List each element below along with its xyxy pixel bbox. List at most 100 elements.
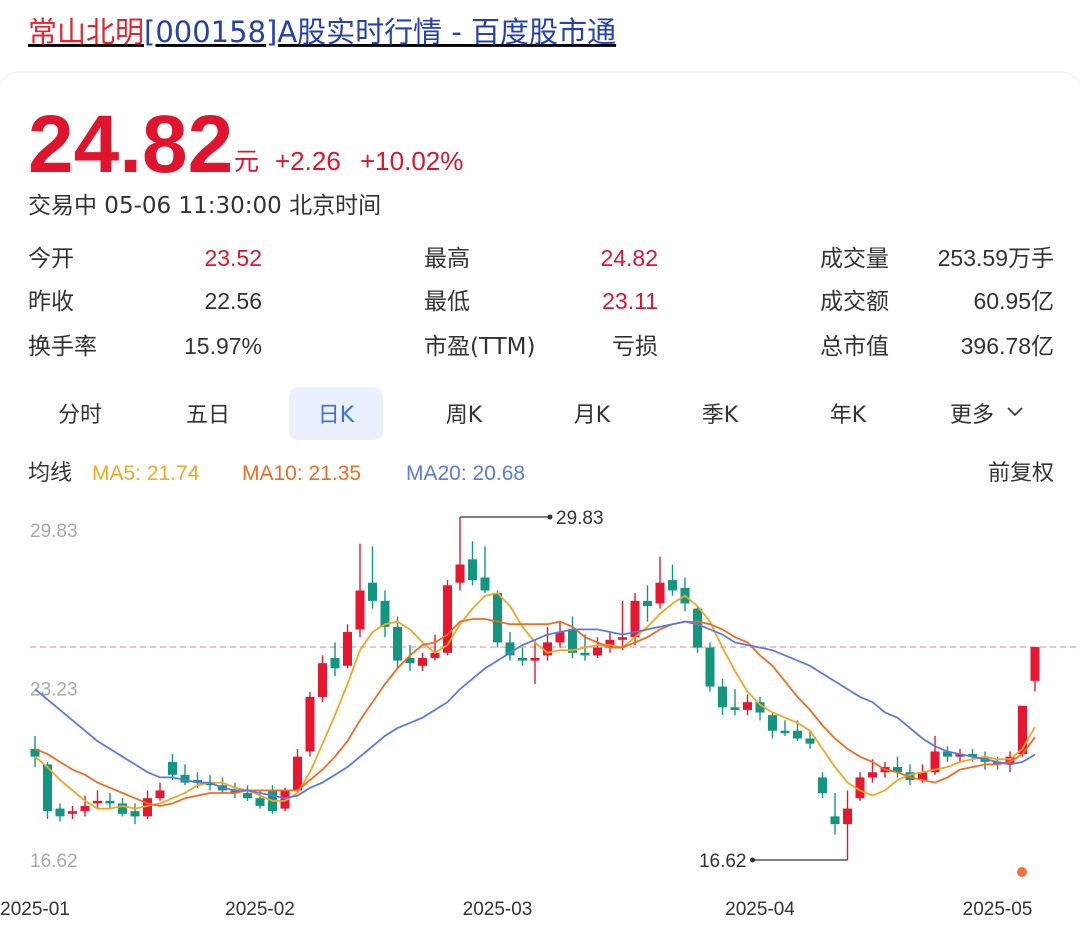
candle-body [530, 657, 540, 661]
candle-body [343, 632, 352, 666]
stat-value: 23.52 [204, 245, 262, 271]
x-tick-label: 2025-01 [0, 899, 70, 920]
candle-body [780, 730, 790, 734]
tab[interactable]: 分时 [58, 403, 102, 428]
price-unit: 元 [234, 147, 259, 176]
period-tabs: 分时 五日 日K 周K 月K 季K 年K 更多 [58, 387, 994, 440]
candle-body [793, 730, 802, 739]
candle-body [418, 657, 427, 666]
x-tick-label: 2025-05 [963, 899, 1033, 920]
candle-body [855, 777, 865, 799]
candle-body [280, 790, 290, 809]
candle-body [580, 652, 590, 656]
candle-body [355, 590, 365, 630]
candle-body [293, 756, 302, 791]
stat-value: 22.56 [204, 288, 262, 314]
ma-line [34, 620, 1036, 800]
stat-label: 今开 [28, 246, 74, 272]
extreme-dot [750, 857, 755, 863]
candle-body [43, 764, 52, 812]
candle-body [643, 600, 652, 607]
candle-body [468, 559, 477, 581]
candle-body [593, 647, 602, 656]
candle-body [180, 774, 190, 783]
legend: MA5: 21.74 MA10: 21.35 MA20: 20.68 [92, 462, 525, 485]
candle-body [518, 657, 527, 661]
ma-line [34, 618, 1036, 807]
more-chevron[interactable] [1007, 407, 1023, 417]
adjust-mode[interactable]: 前复权 [988, 461, 1054, 486]
candle-body [330, 657, 340, 669]
candle-body [480, 577, 490, 591]
tab-selected-bg[interactable] [289, 387, 383, 440]
candle-body [168, 761, 177, 775]
tab[interactable]: 月K [574, 403, 611, 428]
stat-value: 15.97% [184, 333, 262, 359]
candle-body [630, 600, 640, 638]
candle-body [555, 632, 565, 643]
stat-value: 60.95亿 [973, 288, 1054, 314]
candle-body [130, 811, 140, 817]
candle-body [893, 767, 902, 773]
legend-entry[interactable]: MA10: 21.35 [242, 462, 361, 485]
candle-body [693, 608, 702, 648]
legend-entry[interactable]: MA5: 21.74 [92, 462, 200, 485]
candle-body [205, 782, 215, 786]
tab[interactable]: 更多 [950, 403, 994, 428]
candle-body [443, 585, 452, 653]
candle-body [30, 748, 40, 757]
page-title[interactable]: 常山北明[000158]A股实时行情 - 百度股市通 [28, 15, 616, 49]
candle-body [730, 707, 740, 710]
price-change-pct: +10.02% [360, 146, 463, 176]
title-rest[interactable]: [000158]A股实时行情 - 百度股市通 [144, 15, 616, 49]
stat-label: 换手率 [28, 334, 97, 360]
stat-label: 市盈(TTM) [424, 334, 536, 360]
candle-body [255, 798, 265, 806]
candle-body [55, 808, 65, 817]
candle-body [305, 696, 315, 752]
candle-body [955, 754, 965, 757]
candle-body [230, 790, 240, 794]
tab[interactable]: 日K [318, 403, 355, 428]
candle-body [193, 780, 202, 783]
candle-body [568, 629, 577, 653]
y-tick-label: 16.62 [30, 851, 78, 872]
candle-body [105, 800, 115, 804]
candle-body [118, 803, 127, 814]
candle-body [668, 580, 677, 591]
candle-body [1018, 705, 1027, 755]
candle-body [705, 647, 715, 687]
extreme-label: 29.83 [556, 508, 604, 529]
candle-body [1030, 647, 1040, 681]
candle-body [93, 800, 102, 804]
stat-value: 23.11 [602, 288, 658, 314]
candle-body [68, 811, 77, 814]
stat-label: 成交量 [820, 246, 889, 272]
stat-label: 最高 [424, 246, 470, 272]
candle-body [968, 754, 977, 757]
stat-value: 24.82 [600, 245, 658, 271]
price: 24.82 [28, 99, 233, 190]
stat-label: 昨收 [28, 289, 74, 315]
event-dot[interactable] [1017, 867, 1027, 877]
tab[interactable]: 五日 [186, 403, 230, 428]
stat-value: 396.78亿 [961, 333, 1054, 359]
trade-status: 交易中 05-06 11:30:00 北京时间 [28, 193, 381, 219]
candle-body [543, 642, 552, 656]
y-tick-label: 29.83 [30, 521, 78, 542]
candle-body [805, 738, 815, 744]
stat-value: 253.59万手 [938, 245, 1054, 271]
tab[interactable]: 年K [830, 403, 867, 428]
candle-body [718, 686, 727, 708]
legend-entry[interactable]: MA20: 20.68 [406, 462, 525, 485]
tab[interactable]: 周K [446, 403, 483, 428]
extreme-label: 16.62 [699, 851, 747, 872]
stat-value: 亏损 [612, 333, 658, 359]
candle-body [155, 790, 165, 799]
title-name[interactable]: 常山北明 [28, 15, 144, 49]
tab[interactable]: 季K [702, 403, 739, 428]
candle-body [430, 652, 440, 658]
